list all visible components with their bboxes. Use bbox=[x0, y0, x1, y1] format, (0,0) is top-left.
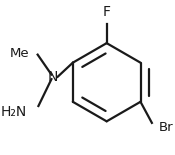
Text: Br: Br bbox=[159, 121, 173, 134]
Text: N: N bbox=[48, 70, 58, 84]
Text: Me: Me bbox=[10, 47, 29, 60]
Text: F: F bbox=[103, 5, 111, 19]
Text: H₂N: H₂N bbox=[1, 105, 27, 119]
